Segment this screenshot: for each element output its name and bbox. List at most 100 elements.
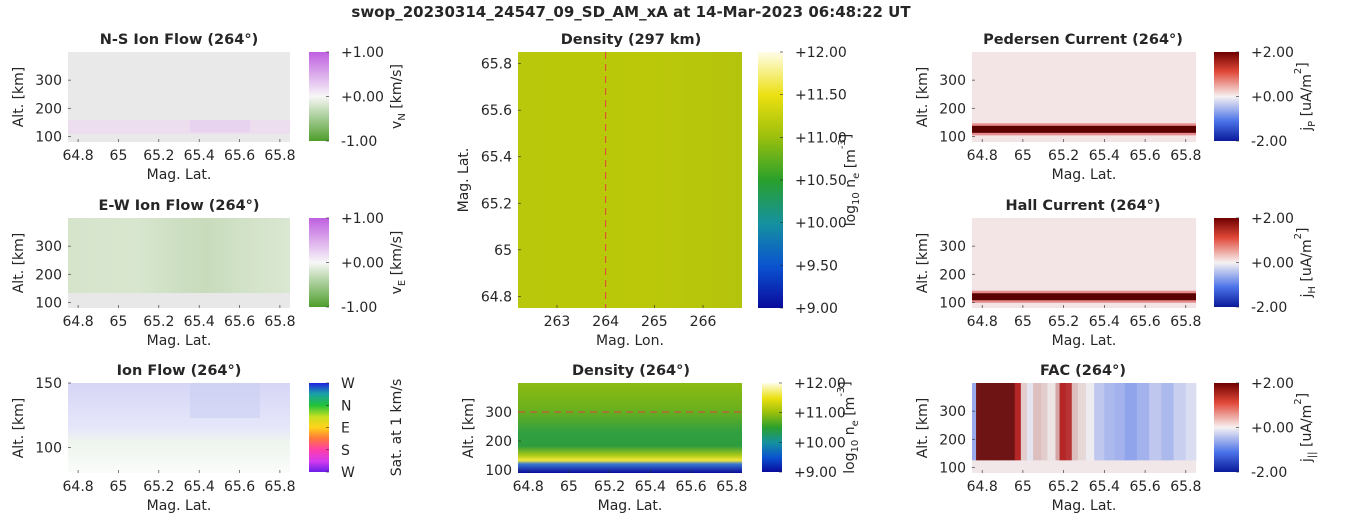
y-axis-label: Alt. [km]: [11, 398, 27, 459]
y-tick-label: 100: [35, 440, 62, 456]
colorbar-tick-label: +10.00: [794, 435, 846, 451]
fac-column: [1094, 383, 1105, 461]
colorbar-label: vE [km/s]: [389, 231, 408, 295]
colorbar-label: vN [km/s]: [389, 64, 408, 129]
heatmap-area: [972, 52, 1196, 142]
x-axis-label: Mag. Lat.: [1052, 167, 1117, 183]
y-axis-label: Alt. [km]: [915, 67, 931, 128]
x-tick-label: 65.8: [716, 479, 747, 495]
ns-ion-flow-panel: N-S Ion Flow (264°) 64.8 65 65.2 65.4 65.6 65…: [11, 32, 408, 183]
x-tick-label: 64.8: [967, 479, 998, 495]
y-tick-label: 300: [35, 73, 62, 89]
y-tick-label: 100: [35, 129, 62, 145]
x-tick-label: 266: [690, 314, 717, 330]
colorbar-label-part: log: [843, 205, 859, 226]
x-tick-label: 64.8: [63, 314, 94, 330]
x-tick-label: 65.2: [1048, 148, 1079, 164]
colorbar-label-part: j: [1299, 458, 1315, 463]
colorbar-label-part: ]: [1295, 393, 1311, 398]
colorbar-label-part: ||: [1307, 451, 1318, 458]
x-axis-label: Mag. Lat.: [147, 167, 212, 183]
panel-title: N-S Ion Flow (264°): [100, 32, 258, 48]
colorbar-tick-label: N: [341, 398, 351, 414]
colorbar-label-part: n: [843, 179, 859, 192]
colorbar-tick-label: -2.00: [1251, 300, 1287, 316]
x-tick-label: 65.6: [1130, 479, 1161, 495]
fac-column: [1077, 383, 1087, 461]
colorbar-tick-label: S: [341, 443, 350, 459]
colorbar-label-part: P: [1307, 121, 1318, 127]
x-tick-label: 65: [110, 148, 128, 164]
fac-column: [1114, 383, 1126, 461]
colorbar-tick-label: +12.00: [795, 45, 847, 61]
x-axis-label: Mag. Lat.: [147, 333, 212, 349]
x-tick-label: 64.8: [63, 479, 94, 495]
colorbar-tick-label: +0.00: [1251, 256, 1294, 272]
colorbar: [309, 383, 329, 472]
fac-column: [1026, 383, 1034, 461]
fac-column: [1006, 383, 1016, 461]
x-axis-label: Mag. Lat.: [598, 498, 663, 514]
y-tick-label: 100: [485, 463, 512, 479]
y-tick-label: 200: [35, 101, 62, 117]
x-tick-label: 65.8: [1170, 314, 1201, 330]
y-tick-label: 300: [35, 239, 62, 255]
fac-column: [1185, 383, 1197, 461]
colorbar: [1214, 218, 1239, 307]
colorbar-label-part: -3: [837, 139, 848, 149]
colorbar-tick-label: +0.00: [1251, 421, 1294, 437]
colorbar-label-part: ]: [838, 381, 854, 386]
x-tick-label: 65: [560, 479, 578, 495]
x-tick-label: 263: [544, 314, 571, 330]
ew-ion-flow-panel: E-W Ion Flow (264°) 64.8 65 65.2 65.4 65.6 65…: [11, 198, 408, 349]
colorbar-tick-label: +2.00: [1251, 376, 1294, 392]
x-tick-label: 65.8: [264, 314, 295, 330]
fac-column: [1161, 383, 1174, 461]
colorbar-tick-label: -2.00: [1251, 134, 1287, 150]
colorbar-tick-label: -1.00: [341, 300, 377, 316]
y-tick-label: 100: [939, 460, 966, 476]
fac-column: [998, 383, 1008, 461]
fac-column: [1071, 383, 1079, 461]
colorbar: [309, 52, 329, 141]
colorbar-label-part: ]: [839, 134, 855, 139]
colorbar: [309, 218, 329, 307]
colorbar-tick-label: +10.00: [795, 216, 847, 232]
colorbar-tick-label: +1.00: [341, 45, 384, 61]
fac-panel: FAC (264°) 64.8 65 65.2 65.4 65.6 65.8 100 200 3…: [915, 363, 1318, 514]
y-tick-label: 65.6: [481, 103, 512, 119]
y-tick-label: 150: [35, 376, 62, 392]
fac-column: [972, 383, 977, 461]
colorbar-tick-label: +11.00: [794, 406, 846, 422]
colorbar-tick-label: +9.00: [795, 301, 838, 317]
panel-title: Ion Flow (264°): [117, 363, 242, 379]
panel-title: Density (297 km): [561, 32, 702, 48]
colorbar-label-part: [uA/m: [1299, 74, 1315, 121]
colorbar: [762, 383, 782, 472]
y-axis-label: Alt. [km]: [461, 398, 477, 459]
colorbar-label-part: 2: [1293, 398, 1304, 404]
colorbar-label-part: v: [389, 121, 405, 129]
colorbar-label-part: log: [842, 452, 858, 473]
density-264-panel: Density (264°) 64.8 65 65.2 65.4 65.6 65.8 100…: [461, 363, 861, 514]
colorbar-tick-label: +10.50: [795, 173, 847, 189]
fac-column: [1086, 383, 1095, 461]
colorbar-tick-label: +11.00: [795, 130, 847, 146]
colorbar-tick-label: +2.00: [1251, 211, 1294, 227]
y-tick-label: 65: [494, 243, 512, 259]
colorbar: [758, 52, 783, 308]
fac-column: [1124, 383, 1138, 461]
fac-column: [1173, 383, 1187, 461]
colorbar-label: log10 ne [m-3]: [837, 134, 862, 227]
panel-title: E-W Ion Flow (264°): [98, 198, 259, 214]
figure-title: swop_20230314_24547_09_SD_AM_xA at 14-Ma…: [351, 3, 911, 21]
x-tick-label: 65.4: [184, 314, 215, 330]
fac-column: [1136, 383, 1150, 461]
y-tick-label: 65.2: [481, 196, 512, 212]
x-axis-label: Mag. Lat.: [147, 498, 212, 514]
y-axis-label: Alt. [km]: [915, 233, 931, 294]
y-tick-label: 100: [939, 295, 966, 311]
y-tick-label: 100: [35, 295, 62, 311]
colorbar-label: jH [uA/m2]: [1293, 228, 1318, 299]
x-tick-label: 65.6: [224, 314, 255, 330]
